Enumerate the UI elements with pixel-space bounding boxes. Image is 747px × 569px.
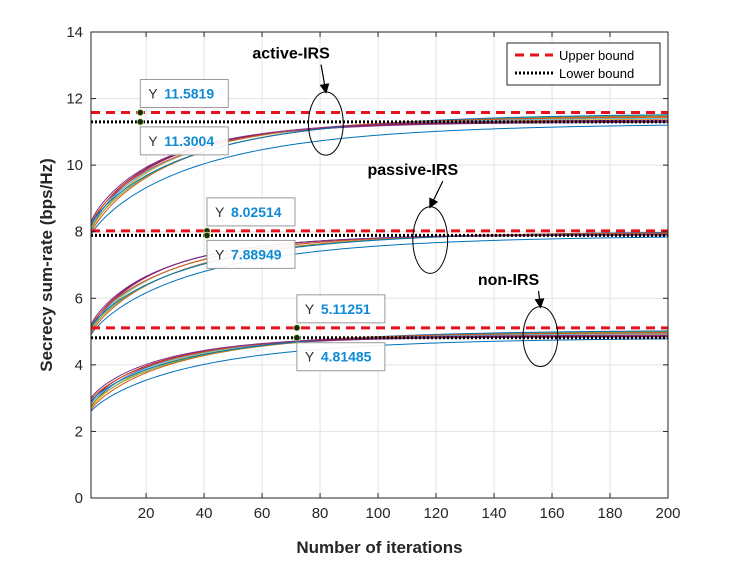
datatip-value: 11.3004 — [164, 133, 214, 149]
y-tick-label: 10 — [66, 157, 83, 174]
datatip-marker — [293, 324, 301, 332]
x-tick-label: 40 — [196, 505, 213, 522]
series-line-passive-IRS-9 — [90, 232, 669, 327]
datatip-box — [296, 294, 386, 324]
datatip-marker — [203, 231, 211, 239]
x-tick-label: 120 — [424, 505, 449, 522]
y-tick-label: 8 — [75, 224, 83, 241]
datatip-value: 8.02514 — [231, 204, 282, 220]
x-axis-label: Number of iterations — [296, 538, 462, 557]
datatip-key: Y — [148, 85, 158, 101]
datatip-value: 4.81485 — [321, 349, 372, 365]
label-non-IRS: non-IRS — [478, 272, 540, 289]
label-active-IRS: active-IRS — [252, 46, 330, 63]
datatip-marker — [136, 108, 144, 117]
y-axis-label: Secrecy sum-rate (bps/Hz) — [37, 158, 56, 372]
x-tick-label: 80 — [312, 505, 329, 522]
datatip-box — [296, 342, 386, 372]
arrow-active-IRS — [319, 64, 330, 94]
datatip-key: Y — [148, 133, 158, 149]
annotations-layer: active-IRS passive-IRS non-IRS — [252, 46, 559, 368]
bounds-layer — [91, 110, 668, 340]
legend-upper-bound-label: Upper bound — [559, 48, 634, 63]
x-tick-label: 160 — [540, 505, 565, 522]
datatips-layer: Y 11.5819 Y 11.3004 Y 8.02514 Y 7.88949 Y 5.11251… — [136, 78, 386, 372]
x-tick-label: 60 — [254, 505, 271, 522]
datatip-value: 5.11251 — [321, 301, 371, 317]
legend-lower-bound-label: Lower bound — [559, 66, 634, 81]
x-tick-label: 140 — [482, 505, 507, 522]
datatip-key: Y — [215, 204, 225, 220]
y-tick-label: 14 — [66, 24, 83, 41]
legend: Upper bound Lower bound — [506, 42, 661, 86]
arrow-passive-IRS — [429, 180, 444, 209]
y-tick-label: 6 — [75, 290, 83, 307]
datatip-value: 7.88949 — [231, 246, 282, 262]
datatip-marker — [293, 334, 301, 342]
datatip-key: Y — [215, 246, 225, 262]
x-tick-label: 20 — [138, 505, 155, 522]
datatip-box — [139, 78, 229, 108]
x-tick-label: 200 — [655, 505, 680, 522]
x-tick-label: 180 — [597, 505, 622, 522]
datatip-value: 11.5819 — [164, 85, 214, 101]
y-tick-label: 12 — [66, 91, 83, 108]
datatip-box — [206, 197, 296, 227]
datatip-box — [139, 126, 229, 156]
y-tick-label: 0 — [75, 490, 83, 507]
plot-area — [91, 32, 668, 498]
datatip-key: Y — [305, 349, 315, 365]
series-line-active-IRS-1 — [90, 124, 669, 236]
y-tick-label: 4 — [75, 357, 83, 374]
plot-frame — [90, 31, 669, 499]
series-line-passive-IRS-1 — [90, 236, 669, 336]
datatip-box — [206, 239, 296, 269]
x-tick-label: 100 — [366, 505, 391, 522]
y-tick-label: 2 — [75, 423, 83, 440]
arrow-non-IRS — [534, 290, 545, 309]
label-passive-IRS: passive-IRS — [367, 162, 458, 179]
legend-box — [506, 42, 661, 86]
datatip-key: Y — [305, 301, 315, 317]
ticks-layer: 20 40 60 80 100 120 140 160 180 200 0 2 4 6 8 10 12 14 — [66, 24, 680, 522]
datatip-marker — [136, 118, 144, 126]
